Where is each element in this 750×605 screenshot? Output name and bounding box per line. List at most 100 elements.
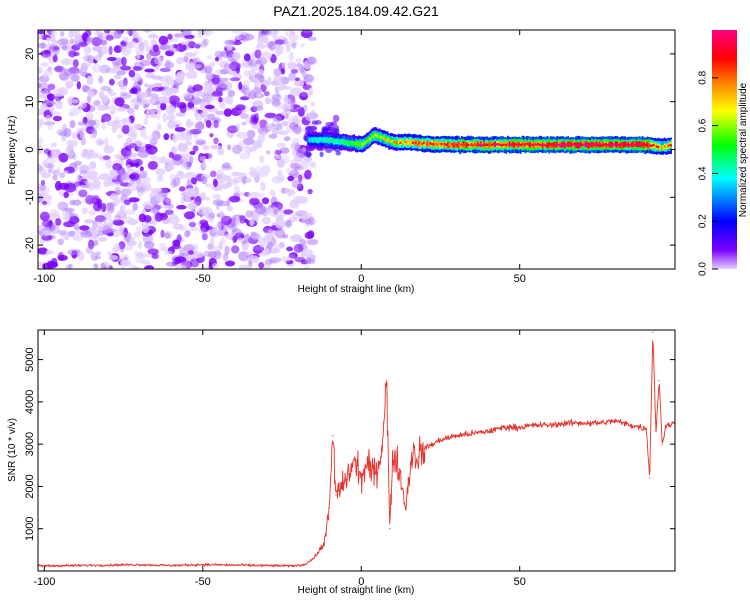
- noise-blob: [38, 247, 48, 255]
- noise-blob: [42, 72, 48, 79]
- noise-blob: [132, 66, 142, 71]
- noise-blob: [79, 170, 88, 175]
- noise-blob: [156, 174, 164, 182]
- ridge-core: [383, 134, 386, 141]
- noise-blob: [175, 112, 186, 117]
- noise-blob: [127, 219, 139, 226]
- noise-blob: [275, 149, 282, 155]
- noise-blob: [192, 145, 199, 152]
- noise-blob: [235, 104, 246, 111]
- noise-blob: [69, 120, 76, 129]
- spectrogram-ytick-label: 20: [24, 48, 36, 60]
- noise-blob: [125, 40, 138, 49]
- noise-blob: [209, 228, 214, 237]
- noise-blob: [104, 30, 111, 34]
- noise-blob: [193, 243, 199, 253]
- ridge-peak: [385, 138, 387, 141]
- noise-blob: [181, 161, 188, 169]
- snr-data-point: [411, 452, 413, 454]
- noise-blob: [91, 63, 102, 73]
- noise-blob: [238, 81, 243, 91]
- noise-blob: [190, 177, 198, 185]
- noise-blob: [287, 189, 296, 196]
- ridge-peak: [521, 143, 524, 146]
- noise-blob: [297, 106, 305, 117]
- ridge-peak: [598, 142, 601, 146]
- ridge-peak: [500, 144, 503, 147]
- noise-blob: [231, 245, 240, 254]
- noise-blob: [288, 33, 299, 42]
- noise-blob: [143, 30, 152, 33]
- noise-blob: [129, 236, 136, 243]
- noise-blob: [158, 204, 163, 210]
- noise-blob: [64, 207, 75, 213]
- noise-blob: [201, 206, 213, 215]
- noise-blob: [152, 149, 157, 154]
- snr-data-point: [550, 424, 553, 426]
- snr-ytick-label: 2000: [24, 474, 36, 498]
- noise-blob: [105, 159, 112, 170]
- noise-blob: [240, 113, 249, 119]
- noise-blob: [55, 218, 62, 226]
- noise-blob: [254, 204, 267, 215]
- ridge-peak: [472, 144, 474, 147]
- ridge-peak: [465, 143, 468, 146]
- noise-blob: [76, 81, 82, 90]
- noise-blob: [257, 134, 265, 144]
- ridge-peak: [442, 142, 444, 146]
- ridge-peak: [622, 143, 625, 146]
- noise-blob: [211, 263, 219, 269]
- noise-blob: [189, 150, 196, 155]
- noise-blob: [209, 62, 216, 67]
- noise-blob: [277, 169, 283, 176]
- spectrogram-xlabel: Height of straight line (km): [298, 284, 415, 295]
- noise-blob: [87, 37, 96, 42]
- noise-blob: [212, 193, 222, 200]
- ridge-peak: [480, 143, 482, 147]
- noise-blob: [119, 243, 125, 253]
- ridge-peak: [624, 142, 627, 145]
- noise-blob: [149, 113, 158, 119]
- ridge-peak: [606, 143, 609, 147]
- ridge-peak: [572, 143, 574, 146]
- noise-blob: [310, 101, 315, 107]
- noise-blob: [128, 125, 133, 132]
- ridge-peak: [419, 141, 422, 145]
- noise-blob: [235, 216, 240, 227]
- noise-blob: [193, 110, 199, 118]
- noise-blob: [289, 163, 302, 169]
- ridge-peak: [527, 143, 530, 146]
- ridge-peak: [342, 140, 344, 144]
- noise-blob: [220, 215, 232, 226]
- noise-blob: [124, 209, 136, 216]
- noise-blob: [217, 228, 228, 237]
- ridge-peak: [380, 135, 383, 138]
- snr-data-point: [664, 426, 667, 428]
- snr-data-point: [424, 447, 426, 449]
- noise-blob: [228, 195, 241, 203]
- ridge-peak: [519, 143, 522, 147]
- ridge-peak: [312, 139, 314, 142]
- noise-blob: [308, 87, 314, 97]
- ridge-peak: [662, 145, 665, 148]
- ridge-peak: [507, 142, 509, 146]
- ridge-core: [602, 141, 604, 148]
- noise-blob: [201, 196, 211, 201]
- noise-blob: [139, 59, 151, 67]
- noise-blob: [102, 155, 111, 160]
- noise-blob: [254, 80, 259, 91]
- noise-blob: [272, 243, 283, 251]
- noise-blob: [184, 211, 195, 220]
- noise-blob: [285, 219, 292, 229]
- noise-blob: [260, 181, 266, 191]
- noise-blob: [210, 145, 223, 150]
- noise-blob: [263, 35, 269, 44]
- noise-blob: [93, 223, 101, 233]
- noise-blob: [130, 158, 140, 163]
- noise-blob: [126, 151, 132, 160]
- noise-blob: [204, 65, 213, 74]
- noise-blob: [180, 143, 188, 153]
- noise-blob: [99, 173, 110, 181]
